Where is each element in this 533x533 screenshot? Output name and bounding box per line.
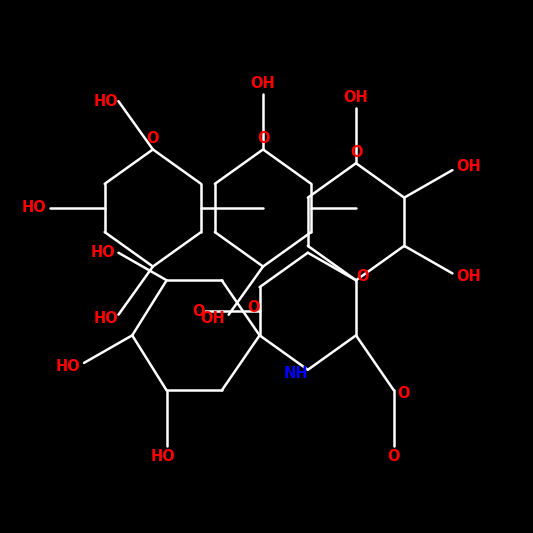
Text: O: O <box>387 449 400 464</box>
Text: OH: OH <box>251 76 276 91</box>
Text: O: O <box>147 131 159 146</box>
Text: HO: HO <box>94 311 118 326</box>
Text: HO: HO <box>56 359 80 374</box>
Text: HO: HO <box>90 245 115 260</box>
Text: HO: HO <box>94 94 118 109</box>
Text: HO: HO <box>21 200 46 215</box>
Text: OH: OH <box>456 269 481 284</box>
Text: OH: OH <box>456 159 481 174</box>
Text: HO: HO <box>151 449 175 464</box>
Text: OH: OH <box>344 90 368 104</box>
Text: O: O <box>192 304 205 319</box>
Text: O: O <box>356 269 368 284</box>
Text: O: O <box>397 386 410 401</box>
Text: O: O <box>247 300 260 316</box>
Text: OH: OH <box>200 311 225 326</box>
Text: O: O <box>257 131 269 146</box>
Text: O: O <box>350 145 362 160</box>
Text: NH: NH <box>283 366 308 381</box>
